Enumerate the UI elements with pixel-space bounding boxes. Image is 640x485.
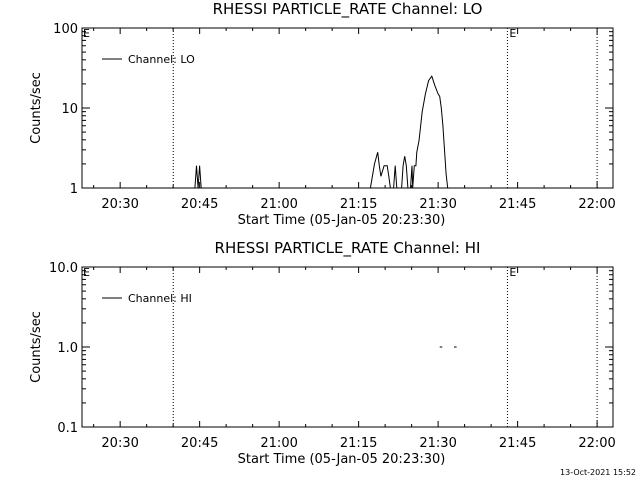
x-tick-label: 20:30	[101, 436, 138, 451]
x-tick-label: 21:00	[260, 436, 297, 451]
x-axis-label: Start Time (05-Jan-05 20:23:30)	[238, 452, 446, 467]
series-line	[410, 75, 449, 189]
x-tick-label: 22:00	[578, 197, 615, 212]
time-marker-label: E	[509, 27, 516, 40]
x-tick-label: 21:00	[260, 197, 297, 212]
series-line	[197, 165, 202, 189]
corner-marker-label: E	[83, 266, 90, 279]
y-axis-label: Counts/sec	[29, 311, 44, 383]
y-tick-label: 10	[61, 102, 78, 117]
chart-title: RHESSI PARTICLE_RATE Channel: LO	[213, 0, 483, 19]
y-tick-label: 1.0	[57, 341, 78, 356]
legend-entry: Channel: HI	[128, 292, 192, 305]
x-tick-label: 21:45	[499, 436, 536, 451]
corner-marker-label: E	[83, 27, 90, 40]
x-tick-label: 21:15	[340, 436, 377, 451]
x-tick-label: 22:00	[578, 436, 615, 451]
legend-entry: Channel: LO	[128, 53, 195, 66]
time-marker-label: E	[509, 266, 516, 279]
plot-frame	[81, 266, 614, 428]
y-tick-label: 10.0	[49, 261, 78, 276]
y-tick-label: 0.1	[57, 421, 78, 436]
plot-frame	[81, 27, 614, 189]
x-tick-label: 20:45	[181, 197, 218, 212]
x-tick-label: 21:45	[499, 197, 536, 212]
series-line	[369, 152, 391, 189]
plot-timestamp: 13-Oct-2021 15:52	[560, 468, 636, 477]
x-tick-label: 21:30	[419, 197, 456, 212]
y-tick-label: 1	[70, 182, 78, 197]
x-tick-label: 21:30	[419, 436, 456, 451]
series-line	[194, 165, 199, 189]
x-axis-label: Start Time (05-Jan-05 20:23:30)	[238, 213, 446, 228]
series-line	[393, 165, 398, 189]
series-line	[401, 156, 409, 189]
chart-title: RHESSI PARTICLE_RATE Channel: HI	[215, 239, 481, 258]
x-tick-label: 21:15	[340, 197, 377, 212]
x-tick-label: 20:30	[101, 197, 138, 212]
x-tick-label: 20:45	[181, 436, 218, 451]
y-axis-label: Counts/sec	[29, 72, 44, 144]
y-tick-label: 100	[53, 22, 78, 37]
